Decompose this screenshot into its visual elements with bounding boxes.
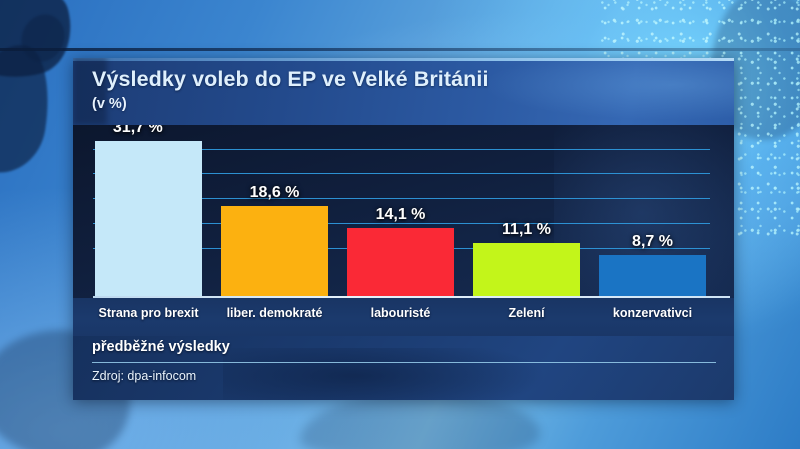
gridline xyxy=(93,148,710,150)
chart-axis-line xyxy=(93,296,730,298)
bar-value-label: 8,7 % xyxy=(632,233,673,250)
title-bar-top-strip xyxy=(73,58,734,61)
bar-value-label: 11,1 % xyxy=(502,221,551,239)
bar-fill xyxy=(599,255,706,298)
page-title: Výsledky voleb do EP ve Velké Británii xyxy=(92,67,489,91)
chart-unit-subtitle: (v %) xyxy=(92,96,127,112)
category-label-2: liber. demokraté xyxy=(226,306,323,320)
bar-fill xyxy=(347,228,454,298)
chart-footer: předběžné výsledky Zdroj: dpa-infocom xyxy=(73,336,734,400)
bar-1: 31,7 % xyxy=(95,125,202,298)
title-bar-left-shade xyxy=(73,58,107,125)
bar-value-label: 31,7 % xyxy=(112,125,163,137)
gridline xyxy=(93,198,710,200)
gridline xyxy=(93,222,710,224)
category-label-1: Strana pro brexit xyxy=(98,306,199,320)
chart-category-labels: Strana pro brexit liber. demokraté labouri… xyxy=(73,298,734,336)
bar-fill xyxy=(473,243,580,298)
bar-fill xyxy=(95,141,202,298)
footer-divider xyxy=(92,362,716,363)
category-label-4: Zelení xyxy=(508,306,545,320)
bar-2: 18,6 % xyxy=(221,184,328,298)
bar-5: 8,7 % xyxy=(599,233,706,298)
chart-bars: 31,7 % 18,6 % 14,1 % 11,1 % 8,7 % xyxy=(73,125,734,298)
background-horizon-line xyxy=(0,48,800,51)
bar-value-label: 14,1 % xyxy=(375,206,426,224)
chart-plot-area: 31,7 % 18,6 % 14,1 % 11,1 % 8,7 % Strana pro… xyxy=(73,125,734,336)
bar-fill xyxy=(221,206,328,298)
gridline xyxy=(93,173,710,175)
chart-panel: Výsledky voleb do EP ve Velké Británii (… xyxy=(73,58,734,400)
category-label-3: labouristé xyxy=(370,306,431,320)
preliminary-results-note: předběžné výsledky xyxy=(92,339,230,355)
category-label-5: konzervativci xyxy=(612,306,693,320)
source-credit: Zdroj: dpa-infocom xyxy=(92,369,197,383)
chart-title-bar: Výsledky voleb do EP ve Velké Británii (… xyxy=(73,58,734,125)
bar-4: 11,1 % xyxy=(473,221,580,298)
bar-value-label: 18,6 % xyxy=(249,184,300,202)
bar-3: 14,1 % xyxy=(347,206,454,298)
